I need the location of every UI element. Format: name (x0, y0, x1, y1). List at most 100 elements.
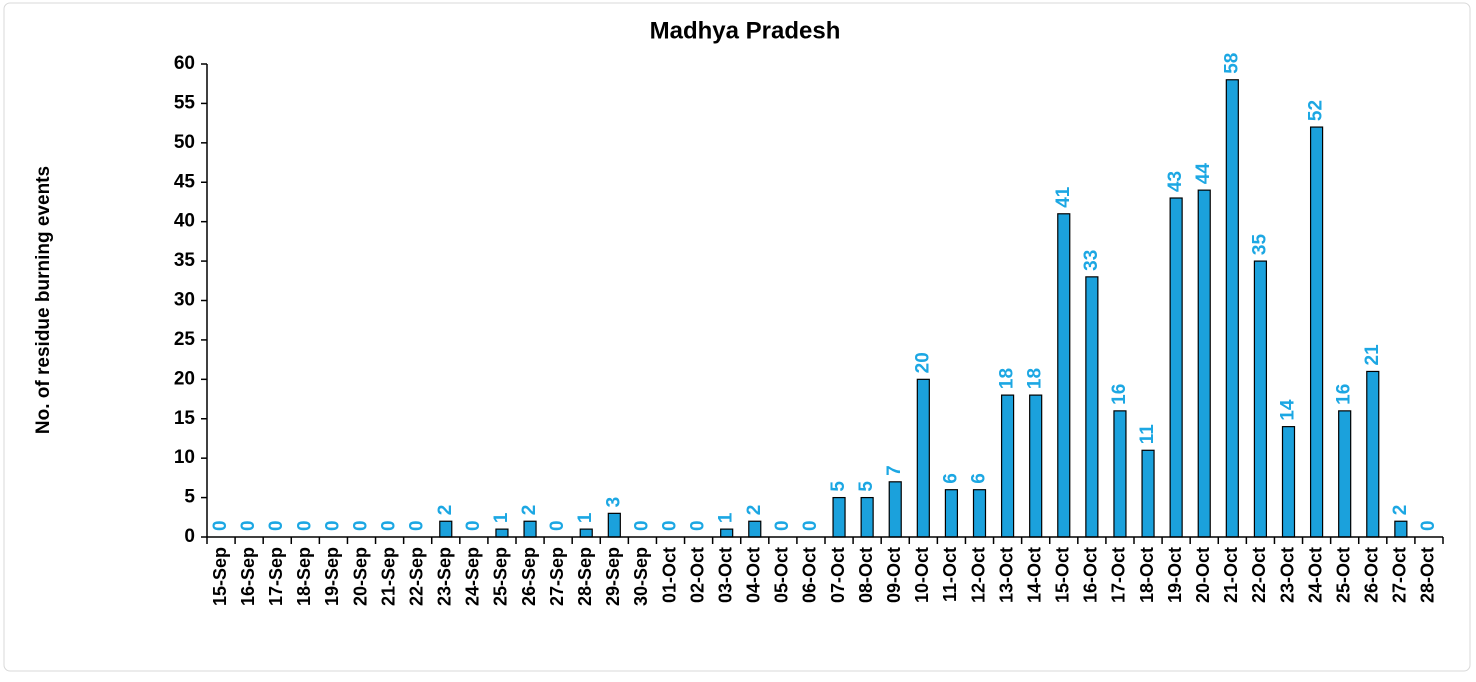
bar (1394, 520, 1408, 538)
x-tick-label: 06-Oct (800, 547, 820, 603)
x-tick-label: 02-Oct (687, 547, 707, 603)
bar (495, 528, 509, 538)
x-tick-label: 21-Sep (378, 547, 398, 606)
data-label: 18 (1025, 368, 1046, 389)
x-tick-label: 18-Oct (1137, 547, 1157, 603)
data-label: 6 (969, 473, 990, 484)
y-tick-label: 40 (174, 211, 195, 232)
bar (579, 528, 593, 538)
chart-title: Madhya Pradesh (650, 17, 841, 44)
bar (1281, 426, 1296, 538)
data-label: 5 (828, 481, 849, 492)
data-label: 1 (716, 512, 737, 523)
data-label: 1 (575, 512, 596, 523)
x-tick-label: 17-Sep (266, 547, 286, 606)
bar (1338, 410, 1352, 538)
bar (748, 520, 762, 538)
x-tick-label: 15-Sep (210, 547, 230, 606)
x-tick-label: 01-Oct (659, 547, 679, 603)
data-label: 0 (238, 520, 259, 531)
data-label: 0 (772, 520, 793, 531)
bar (888, 481, 902, 538)
data-label: 43 (1165, 171, 1186, 192)
data-label: 0 (688, 520, 709, 531)
x-tick-label: 11-Oct (940, 547, 960, 602)
data-label: 52 (1306, 100, 1327, 121)
x-tick-label: 25-Sep (491, 547, 511, 606)
bar (720, 528, 734, 538)
y-tick-label: 5 (184, 487, 195, 508)
data-label: 6 (940, 473, 961, 484)
bar (1085, 276, 1099, 538)
bar (1141, 449, 1155, 538)
data-label: 0 (463, 520, 484, 531)
data-label: 16 (1109, 384, 1130, 405)
x-tick-label: 10-Oct (912, 547, 932, 603)
data-label: 11 (1137, 424, 1158, 445)
y-tick-label: 30 (174, 290, 195, 311)
x-tick-label: 29-Sep (603, 547, 623, 606)
x-tick-label: 03-Oct (715, 547, 735, 603)
bar (972, 489, 987, 538)
data-label: 0 (210, 520, 231, 531)
bar (832, 496, 846, 538)
data-label: 16 (1334, 384, 1355, 405)
data-label: 35 (1249, 234, 1270, 256)
data-label: 33 (1081, 250, 1102, 271)
y-tick-label: 10 (174, 447, 195, 468)
bar (944, 489, 959, 538)
x-tick-label: 12-Oct (968, 547, 988, 603)
data-label: 0 (547, 520, 568, 531)
x-tick-label: 13-Oct (996, 547, 1016, 603)
data-label: 0 (266, 520, 287, 531)
x-tick-label: 16-Oct (1081, 547, 1101, 603)
x-tick-label: 27-Oct (1390, 547, 1410, 603)
data-label: 0 (322, 520, 343, 531)
x-tick-label: 23-Oct (1277, 547, 1297, 603)
data-label: 20 (912, 352, 933, 373)
x-tick-label: 24-Sep (463, 547, 483, 606)
x-tick-label: 19-Sep (322, 547, 342, 606)
data-label: 0 (407, 520, 428, 531)
data-label: 2 (435, 505, 456, 516)
x-tick-label: 07-Oct (828, 547, 848, 603)
y-tick-label: 45 (174, 171, 196, 192)
y-tick-label: 35 (174, 250, 196, 271)
x-tick-label: 15-Oct (1053, 547, 1073, 603)
bar (916, 378, 930, 538)
x-tick-label: 24-Oct (1305, 547, 1325, 603)
data-label: 2 (519, 505, 540, 516)
x-tick-label: 20-Oct (1193, 547, 1213, 603)
data-label: 41 (1053, 186, 1074, 208)
bar (1029, 394, 1043, 538)
data-label: 0 (294, 520, 315, 531)
x-tick-label: 30-Sep (631, 547, 651, 606)
x-tick-label: 21-Oct (1221, 547, 1241, 603)
y-tick-label: 20 (174, 368, 195, 389)
y-tick-label: 25 (174, 329, 196, 350)
y-tick-label: 15 (174, 408, 196, 429)
data-label: 0 (1418, 520, 1439, 531)
x-tick-label: 28-Oct (1418, 547, 1438, 603)
data-label: 5 (856, 481, 877, 492)
x-tick-label: 25-Oct (1333, 547, 1353, 603)
data-label: 58 (1221, 53, 1242, 74)
bar (1057, 213, 1071, 538)
bar (439, 520, 453, 538)
data-label: 14 (1278, 399, 1299, 421)
bar (860, 496, 874, 538)
data-label: 2 (744, 505, 765, 516)
y-tick-label: 50 (174, 132, 195, 153)
bar (1225, 79, 1239, 538)
bar (1113, 410, 1127, 538)
y-tick-label: 0 (184, 526, 195, 547)
chart-border (3, 2, 1471, 672)
data-label: 0 (351, 520, 372, 531)
data-label: 0 (631, 520, 652, 531)
data-label: 2 (1390, 505, 1411, 516)
x-tick-label: 27-Sep (547, 547, 567, 606)
x-tick-label: 04-Oct (744, 547, 764, 603)
x-tick-label: 09-Oct (884, 547, 904, 603)
x-tick-label: 16-Sep (238, 547, 258, 606)
